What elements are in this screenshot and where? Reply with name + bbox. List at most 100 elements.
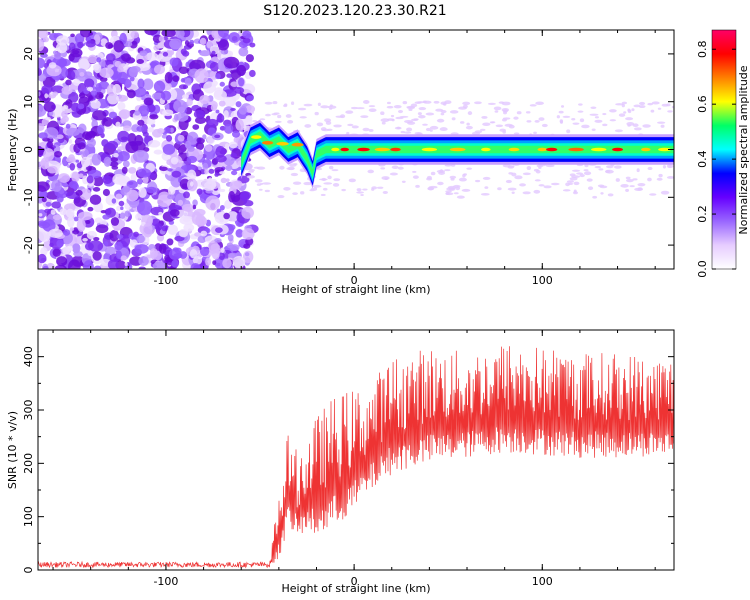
speckle	[339, 114, 346, 119]
noise-blob	[126, 89, 136, 99]
noise-blob	[232, 255, 246, 269]
noise-blob	[122, 160, 130, 168]
noise-blob	[117, 130, 130, 143]
speckle	[671, 105, 674, 109]
speckle	[667, 110, 673, 113]
speckle	[545, 164, 555, 168]
noise-blob	[115, 121, 121, 128]
noise-blob	[162, 109, 174, 117]
speckle	[480, 192, 490, 196]
noise-blob	[134, 244, 149, 254]
speckle	[261, 182, 271, 185]
speckle	[501, 101, 511, 106]
noise-blob	[240, 83, 256, 95]
noise-blob	[56, 239, 64, 248]
speckle	[363, 100, 370, 104]
noise-blob	[109, 229, 120, 242]
noise-blob	[206, 40, 213, 49]
noise-blob	[224, 199, 232, 210]
noise-blob	[118, 109, 131, 119]
speckle	[332, 183, 340, 187]
noise-blob	[105, 42, 114, 49]
speckle	[627, 109, 632, 114]
speckle	[404, 119, 413, 124]
speckle	[594, 165, 601, 169]
noise-blob	[84, 242, 94, 251]
speckle	[347, 123, 354, 127]
y-tick-label: -10	[22, 188, 35, 206]
noise-blob	[75, 159, 80, 163]
speckle	[438, 171, 446, 175]
speckle	[487, 102, 496, 106]
figure-title: S120.2023.120.23.30.R21	[263, 3, 446, 19]
speckle	[362, 188, 368, 191]
noise-blob	[192, 199, 198, 207]
speckle	[368, 129, 374, 132]
noise-blob	[158, 243, 167, 254]
noise-blob	[70, 33, 75, 38]
speckle	[254, 179, 263, 183]
signal-hotspot	[658, 147, 672, 152]
noise-blob	[159, 166, 168, 172]
speckle	[615, 178, 620, 182]
noise-blob	[42, 265, 49, 269]
speckle	[453, 192, 459, 195]
signal-hotspot	[508, 147, 520, 152]
noise-blob	[182, 216, 191, 223]
speckle	[526, 120, 532, 123]
speckle	[401, 180, 406, 184]
speckle	[312, 184, 322, 188]
noise-blob	[178, 66, 189, 74]
noise-blob	[94, 217, 103, 224]
noise-blob	[223, 123, 234, 134]
x-tick-label: 0	[351, 575, 358, 588]
noise-blob	[82, 237, 88, 242]
noise-blob	[170, 157, 179, 165]
speckle	[403, 131, 412, 134]
speckle	[533, 131, 537, 135]
speckle	[629, 185, 635, 188]
speckle	[376, 186, 384, 189]
speckle	[362, 127, 370, 132]
noise-blob	[78, 173, 84, 178]
speckle	[562, 189, 571, 192]
noise-blob	[144, 30, 158, 36]
noise-blob	[56, 134, 64, 140]
speckle	[437, 181, 444, 186]
noise-blob	[59, 208, 68, 216]
speckle	[382, 190, 388, 194]
speckle	[607, 193, 614, 197]
noise-blob	[65, 79, 72, 86]
noise-blob	[102, 188, 110, 197]
noise-blob	[50, 209, 56, 215]
noise-blob	[220, 247, 225, 253]
noise-blob	[226, 224, 236, 231]
x-tick-label: 100	[532, 274, 553, 287]
noise-blob	[161, 225, 168, 232]
speckle	[390, 114, 395, 118]
speckle	[558, 110, 564, 114]
speckle	[274, 120, 282, 123]
noise-blob	[65, 123, 71, 129]
speckle	[614, 129, 623, 133]
speckle	[429, 125, 439, 130]
speckle	[300, 191, 305, 195]
noise-blob	[232, 130, 241, 138]
noise-blob	[219, 171, 225, 175]
noise-blob	[68, 70, 76, 81]
speckle	[507, 187, 517, 191]
speckle	[656, 121, 666, 124]
noise-blob	[56, 256, 68, 267]
noise-blob	[187, 169, 197, 182]
noise-blob	[45, 116, 51, 121]
noise-blob	[203, 81, 216, 94]
noise-blob	[138, 187, 147, 199]
noise-blob	[87, 206, 94, 212]
speckle	[381, 121, 386, 125]
speckle	[322, 187, 328, 191]
noise-blob	[136, 58, 145, 64]
speckle	[326, 128, 333, 131]
speckle	[493, 106, 502, 111]
noise-blob	[89, 96, 94, 100]
